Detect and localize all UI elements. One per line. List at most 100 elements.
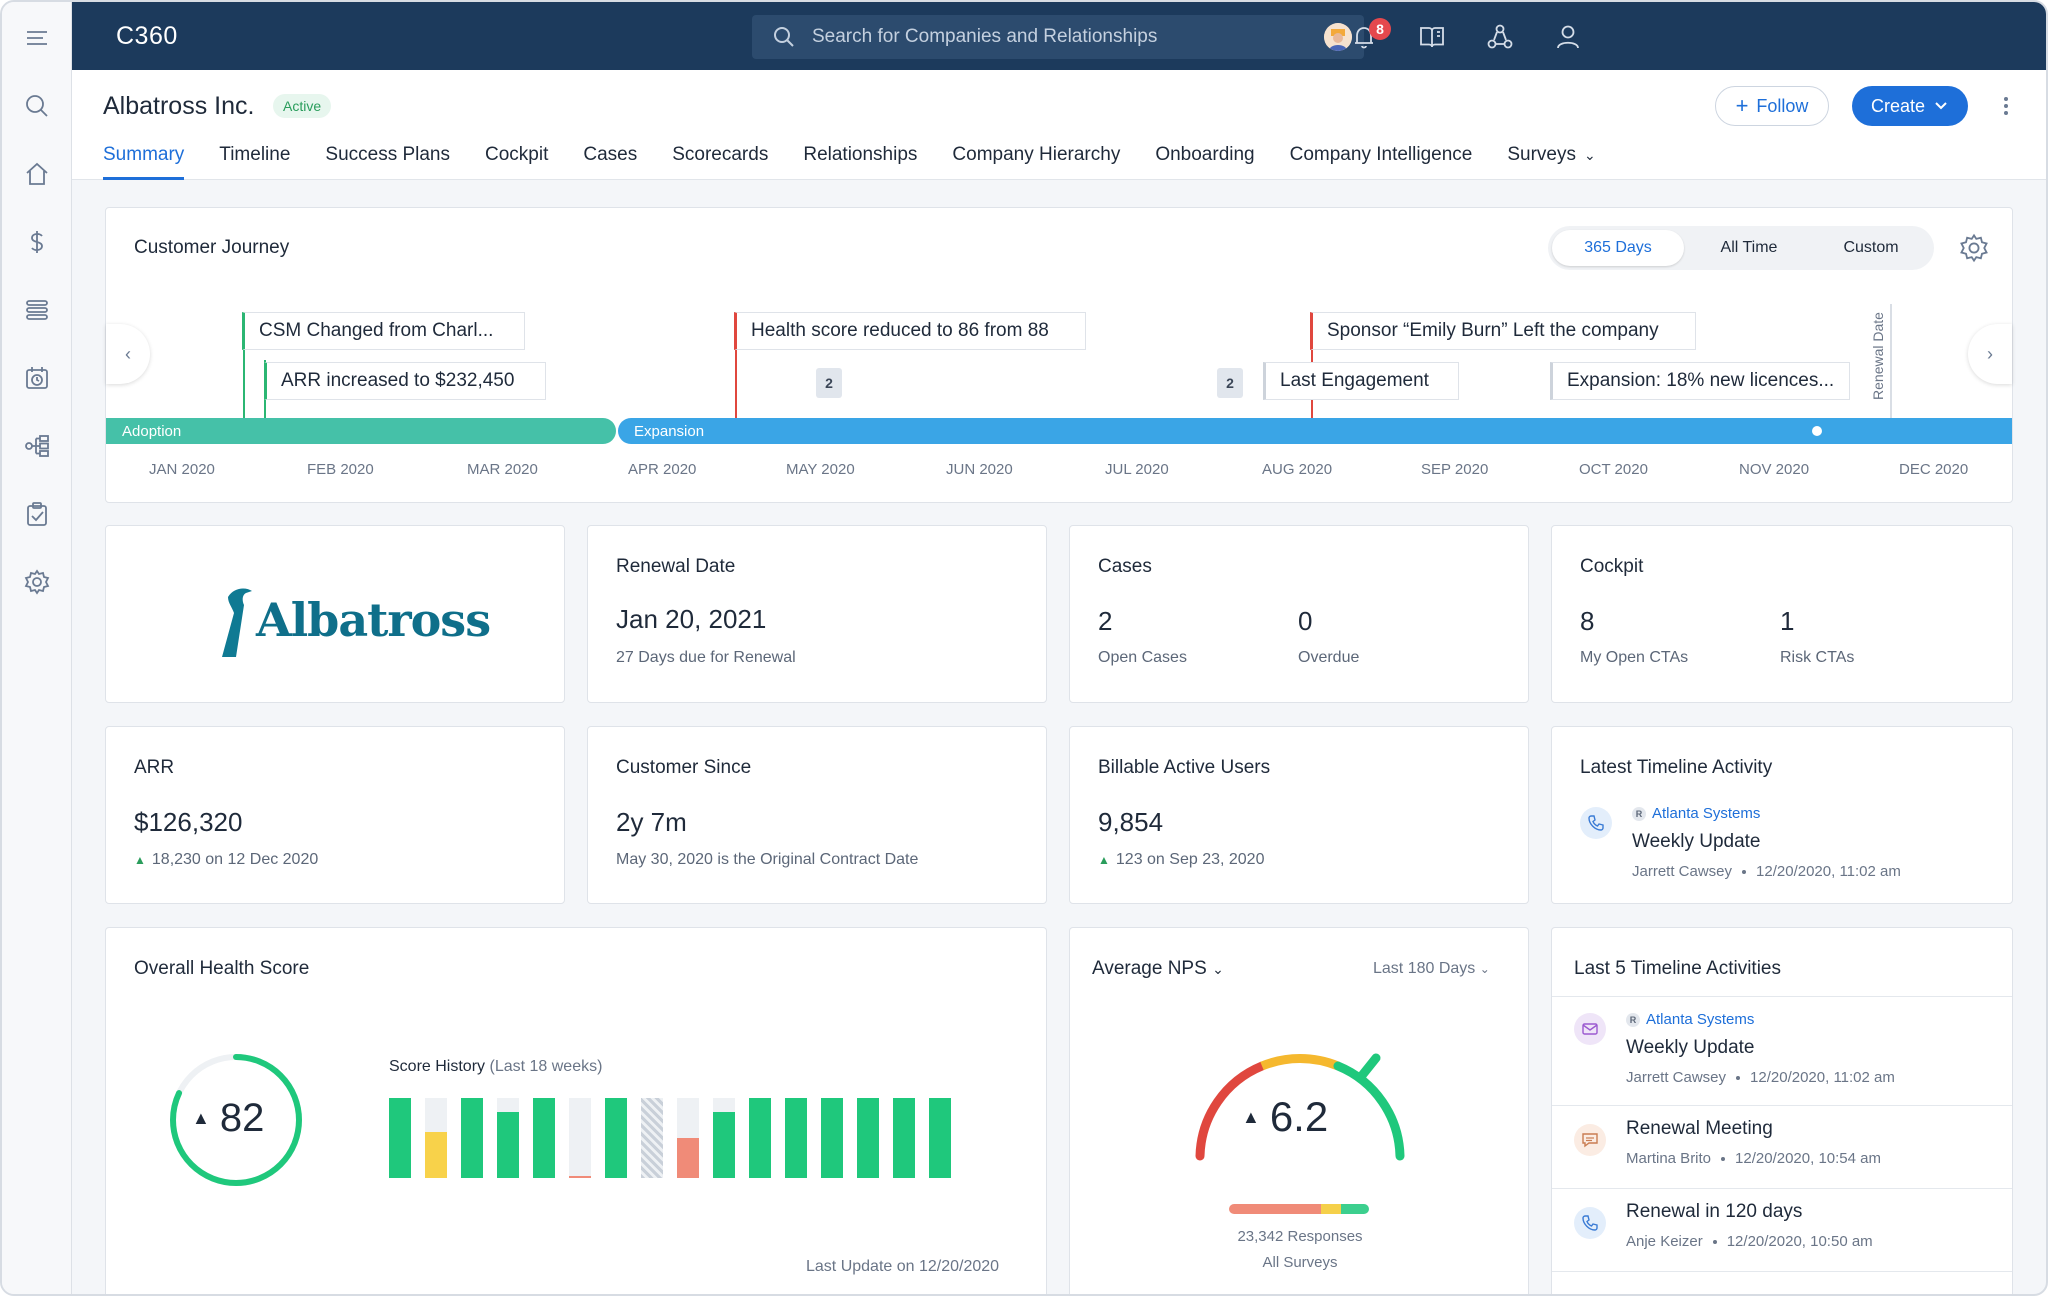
nps-distribution-bar — [1229, 1204, 1369, 1214]
search-icon[interactable] — [23, 92, 51, 120]
score-history-bar[interactable] — [821, 1098, 843, 1178]
contract-date-note: May 30, 2020 is the Original Contract Da… — [616, 851, 919, 868]
search-input[interactable] — [812, 15, 1292, 59]
tab-company-hierarchy[interactable]: Company Hierarchy — [952, 144, 1121, 165]
month-label: MAR 2020 — [467, 461, 538, 478]
tab-relationships[interactable]: Relationships — [803, 144, 918, 165]
task-check-icon[interactable] — [23, 500, 51, 528]
tab-summary[interactable]: Summary — [103, 144, 185, 180]
month-label: JAN 2020 — [149, 461, 215, 478]
more-options-icon[interactable] — [1992, 92, 2020, 120]
score-history-bar[interactable] — [857, 1098, 879, 1178]
latest-activity-company-link[interactable]: Atlanta Systems — [1652, 805, 1761, 822]
score-history-bar[interactable] — [461, 1098, 483, 1178]
score-history-bar[interactable] — [929, 1098, 951, 1178]
tab-cases[interactable]: Cases — [583, 144, 638, 165]
journey-prev-chevron-left-icon[interactable]: ‹ — [106, 324, 150, 384]
list-item[interactable]: R Atlanta Systems Weekly Update Jarrett C… — [1552, 997, 2012, 1086]
score-history-bar-fill — [749, 1098, 771, 1178]
menu-icon[interactable] — [23, 24, 51, 52]
range-365-days[interactable]: 365 Days — [1552, 230, 1684, 266]
phase-expansion[interactable]: Expansion — [618, 418, 2012, 444]
nps-number: 6.2 — [1269, 1093, 1329, 1140]
cases-card[interactable]: Cases 2 Open Cases 0 Overdue — [1069, 525, 1529, 703]
customer-since-value: 2y 7m — [616, 807, 687, 837]
score-history-bar[interactable] — [641, 1098, 663, 1178]
renewal-date-title: Renewal Date — [616, 556, 736, 577]
create-button[interactable]: Create — [1852, 86, 1968, 126]
score-history-bar[interactable] — [425, 1098, 447, 1178]
follow-button[interactable]: + Follow — [1715, 86, 1829, 126]
score-history-bar[interactable] — [389, 1098, 411, 1178]
billable-users-title: Billable Active Users — [1098, 757, 1271, 778]
month-label: FEB 2020 — [307, 461, 374, 478]
relationship-tag-icon: R — [1632, 806, 1646, 821]
risk-ctas-label: Risk CTAs — [1780, 649, 1855, 666]
cockpit-card[interactable]: Cockpit 8 My Open CTAs 1 Risk CTAs — [1551, 525, 2013, 703]
month-label: AUG 2020 — [1262, 461, 1333, 478]
customer-journey-title: Customer Journey — [134, 237, 290, 258]
list-icon[interactable] — [23, 296, 51, 324]
tab-surveys[interactable]: Surveys ⌄ — [1507, 144, 1595, 180]
event-last-engagement[interactable]: Last Engagement — [1263, 362, 1459, 400]
tab-scorecards[interactable]: Scorecards — [672, 144, 769, 165]
nps-title-dropdown[interactable]: Average NPS ⌄ — [1092, 958, 1224, 980]
score-history-bar[interactable] — [569, 1098, 591, 1178]
score-history-bar[interactable] — [713, 1098, 735, 1178]
tab-company-intelligence[interactable]: Company Intelligence — [1289, 144, 1473, 165]
list-item[interactable]: Renewal Meeting Martina Brito 12/20/2020,… — [1552, 1106, 2012, 1188]
score-history-bar[interactable] — [677, 1098, 699, 1178]
month-label: JUN 2020 — [946, 461, 1013, 478]
range-custom[interactable]: Custom — [1843, 239, 1899, 256]
book-icon[interactable] — [1417, 22, 1447, 52]
journey-settings-gear-icon[interactable] — [1958, 232, 1990, 264]
score-history-bar-fill — [713, 1112, 735, 1178]
tab-onboarding[interactable]: Onboarding — [1155, 144, 1255, 165]
user-profile-icon[interactable] — [1553, 22, 1583, 52]
nps-period-dropdown[interactable]: Last 180 Days ⌄ — [1373, 960, 1490, 978]
event-cluster-count[interactable]: 2 — [1217, 368, 1243, 398]
nps-surveys: All Surveys — [1262, 1254, 1338, 1271]
tab-cockpit[interactable]: Cockpit — [485, 144, 549, 165]
score-history-bar-fill — [785, 1098, 807, 1178]
list-item[interactable]: Renewal in 120 days Anje Keizer 12/20/202… — [1552, 1189, 2012, 1271]
score-history-bar-fill — [569, 1176, 591, 1178]
score-history-bar[interactable] — [605, 1098, 627, 1178]
event-arr-increased[interactable]: ARR increased to $232,450 — [264, 362, 546, 400]
score-history-bar[interactable] — [533, 1098, 555, 1178]
phase-adoption[interactable]: Adoption — [106, 418, 616, 444]
last5-title: Last 5 Timeline Activities — [1574, 958, 1781, 979]
activity-time: 12/20/2020, 11:02 am — [1750, 1069, 1895, 1086]
event-health-score[interactable]: Health score reduced to 86 from 88 — [734, 312, 1086, 350]
calendar-clock-icon[interactable] — [23, 364, 51, 392]
score-history-bar[interactable] — [497, 1098, 519, 1178]
billable-users-card: Billable Active Users 9,854 ▲ 123 on Sep … — [1069, 726, 1529, 904]
tab-bar: Summary Timeline Success Plans Cockpit C… — [103, 144, 1631, 180]
meeting-chat-icon — [1574, 1124, 1606, 1156]
home-icon[interactable] — [23, 160, 51, 188]
risk-ctas-value: 1 — [1780, 606, 1795, 636]
event-csm-changed[interactable]: CSM Changed from Charl... — [242, 312, 525, 350]
activity-company-link[interactable]: Atlanta Systems — [1646, 1011, 1755, 1028]
user-avatar-icon[interactable] — [1324, 23, 1352, 51]
overdue-cases-label: Overdue — [1298, 649, 1360, 666]
event-sponsor-left[interactable]: Sponsor “Emily Burn” Left the company — [1310, 312, 1696, 350]
activity-time: 12/20/2020, 10:54 am — [1735, 1150, 1881, 1167]
event-expansion[interactable]: Expansion: 18% new licences... — [1550, 362, 1850, 400]
tab-timeline[interactable]: Timeline — [219, 144, 291, 165]
score-history-bar-fill — [605, 1098, 627, 1178]
journey-next-chevron-right-icon[interactable]: › — [1968, 324, 2012, 384]
tab-success-plans[interactable]: Success Plans — [325, 144, 451, 165]
dollar-icon[interactable] — [23, 228, 51, 256]
settings-gear-icon[interactable] — [23, 568, 51, 596]
event-cluster-count[interactable]: 2 — [816, 368, 842, 398]
score-history-bar[interactable] — [785, 1098, 807, 1178]
range-all-time[interactable]: All Time — [1720, 239, 1778, 256]
passives-segment — [1321, 1204, 1341, 1214]
score-history-bar[interactable] — [749, 1098, 771, 1178]
score-history-bar[interactable] — [893, 1098, 915, 1178]
nps-gauge — [1195, 1053, 1405, 1161]
hierarchy-icon[interactable] — [23, 432, 51, 460]
relationships-icon[interactable] — [1485, 22, 1515, 52]
notifications-bell-icon[interactable]: 8 — [1349, 18, 1391, 52]
